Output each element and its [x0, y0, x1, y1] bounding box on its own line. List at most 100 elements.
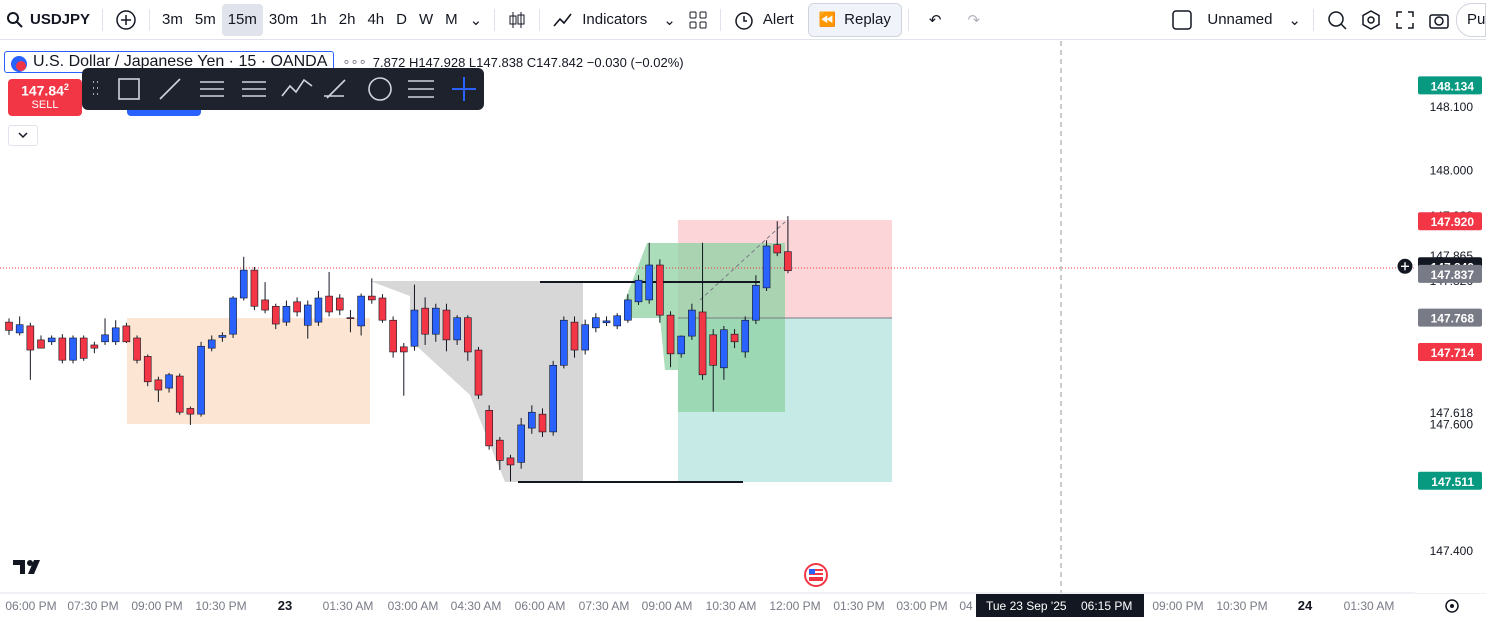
- candle-body: [335, 297, 344, 311]
- candle-body: [58, 337, 67, 361]
- candle-body: [303, 304, 312, 326]
- candle-body: [464, 317, 472, 353]
- candle-body: [357, 295, 365, 327]
- drag-handle[interactable]: [93, 81, 98, 95]
- channel-tool[interactable]: [242, 81, 266, 97]
- candle-body: [239, 269, 248, 299]
- collapse-button[interactable]: [8, 125, 38, 146]
- interval-button[interactable]: 1h: [310, 11, 327, 28]
- candle-body: [581, 324, 589, 351]
- snapshot-button[interactable]: [1422, 4, 1456, 36]
- price-label: 147.400: [1430, 544, 1474, 558]
- time-label: 12:00 PM: [769, 599, 820, 613]
- undo-button[interactable]: ↶: [928, 11, 942, 29]
- time-label: 04:30 AM: [451, 599, 502, 613]
- candle-body: [410, 309, 419, 347]
- candle-body: [528, 411, 536, 429]
- rect-tool[interactable]: [118, 78, 140, 100]
- grid-icon: [689, 11, 707, 28]
- candle-body: [37, 339, 45, 349]
- symbol-search[interactable]: USDJPY: [0, 4, 96, 36]
- templates-button[interactable]: [682, 4, 714, 36]
- alert-button[interactable]: Alert: [727, 4, 800, 36]
- candle-body: [186, 408, 195, 415]
- candle-body: [474, 349, 483, 396]
- candle-body: [325, 295, 333, 313]
- price-badge: [1418, 308, 1482, 327]
- interval-button[interactable]: 4h: [367, 11, 385, 28]
- indicators-button[interactable]: Indicators ⌄: [546, 4, 682, 36]
- interval-button[interactable]: 30m: [268, 11, 299, 28]
- pattern-tool[interactable]: [281, 78, 313, 97]
- sell-button[interactable]: 147.842 SELL: [8, 79, 82, 116]
- candle-body: [656, 264, 664, 316]
- interval-button[interactable]: D: [396, 11, 407, 28]
- text-tool[interactable]: [408, 80, 434, 98]
- flag-icon: [11, 56, 27, 72]
- candle-body: [165, 374, 173, 389]
- interval-button[interactable]: M: [445, 11, 458, 28]
- interval-menu[interactable]: ⌄: [469, 11, 483, 29]
- separator: [907, 8, 909, 31]
- publish-button[interactable]: Pu: [1456, 2, 1486, 37]
- candle-body: [378, 297, 387, 321]
- time-label: 09:00 AM: [642, 599, 693, 613]
- quick-search-icon: [1328, 10, 1347, 30]
- candle-body: [293, 301, 301, 313]
- price-badge: [1418, 212, 1482, 231]
- candle-body: [143, 356, 152, 383]
- interval-button[interactable]: 3m: [162, 11, 183, 28]
- candle-body: [229, 297, 237, 335]
- candle-body: [122, 325, 131, 343]
- candle-body: [5, 321, 13, 331]
- hex-icon: [1362, 9, 1380, 30]
- alarm-icon: [735, 11, 753, 30]
- chart-type-button[interactable]: [501, 4, 533, 36]
- interval-button[interactable]: W: [419, 11, 434, 28]
- legend-more[interactable]: ∘∘∘: [342, 54, 367, 69]
- shape-tool[interactable]: [368, 77, 392, 101]
- candle-icon: [509, 11, 525, 28]
- candle-body: [752, 285, 760, 321]
- brush-tool[interactable]: [324, 79, 346, 99]
- settings-button[interactable]: [1354, 4, 1388, 36]
- candle-body: [666, 314, 675, 355]
- quick-search[interactable]: [1320, 4, 1354, 36]
- crosshair-time: 06:15 PM: [1081, 599, 1132, 613]
- candle-body: [442, 309, 451, 341]
- redo-button[interactable]: ↷: [967, 11, 981, 29]
- separator: [149, 8, 151, 31]
- sell-price-main: 147.84: [21, 82, 64, 99]
- time-label: 10:30 AM: [706, 599, 757, 613]
- candle-body: [101, 334, 109, 343]
- search-icon: [7, 11, 23, 28]
- fib-tool[interactable]: [200, 81, 224, 97]
- zone-rect: [127, 318, 370, 424]
- line-tool[interactable]: [159, 78, 181, 100]
- candle-body: [250, 269, 259, 307]
- candle-body: [634, 279, 643, 303]
- candle-body: [517, 424, 525, 463]
- crosshair-tool[interactable]: [452, 77, 476, 101]
- price-badge: [1418, 342, 1482, 361]
- layout-button[interactable]: Unnamed ⌄: [1165, 4, 1307, 36]
- replay-button[interactable]: ⏪ Replay: [807, 2, 902, 37]
- candle-body: [698, 311, 707, 376]
- candle-body: [314, 297, 323, 323]
- sell-price-small: 2: [63, 82, 69, 92]
- candle-body: [207, 339, 216, 349]
- fullscreen-button[interactable]: [1388, 4, 1422, 36]
- symbol-title: U.S. Dollar / Japanese Yen · 15 · OANDA: [33, 53, 328, 70]
- compare-button[interactable]: [109, 4, 143, 36]
- settings-icon[interactable]: [1445, 599, 1459, 613]
- crosshair-date: Tue 23 Sep '25: [986, 599, 1067, 613]
- chevron-icon: [18, 132, 28, 139]
- interval-button[interactable]: 5m: [194, 11, 216, 28]
- interval-button[interactable]: 15m: [221, 3, 263, 36]
- candle-body: [538, 413, 547, 433]
- candle-body: [421, 307, 429, 335]
- interval-button[interactable]: 2h: [338, 11, 356, 28]
- candle-body: [613, 315, 621, 327]
- event-flag[interactable]: [804, 563, 828, 587]
